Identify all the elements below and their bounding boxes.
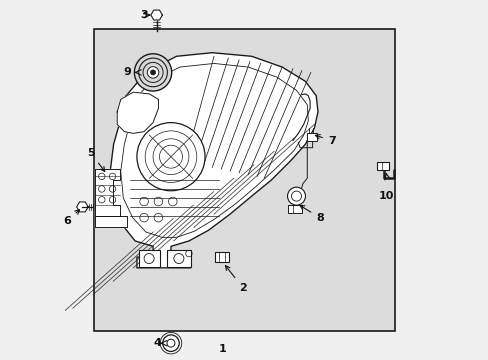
Polygon shape: [151, 10, 162, 20]
Polygon shape: [77, 202, 88, 212]
Bar: [287, 205, 301, 213]
Circle shape: [150, 70, 155, 75]
Text: 10: 10: [378, 191, 394, 201]
Text: 9: 9: [123, 67, 131, 77]
Bar: [139, 250, 159, 267]
Bar: [306, 133, 317, 140]
Polygon shape: [94, 169, 120, 216]
Text: 2: 2: [225, 266, 246, 293]
Polygon shape: [110, 53, 317, 268]
Text: 1: 1: [219, 343, 226, 354]
Bar: [94, 30, 394, 330]
Text: 5: 5: [87, 148, 104, 171]
Bar: [215, 252, 228, 262]
Circle shape: [287, 187, 305, 205]
Bar: [167, 250, 190, 267]
Circle shape: [137, 123, 204, 191]
Bar: [376, 162, 388, 170]
Text: 8: 8: [299, 206, 323, 222]
Circle shape: [147, 67, 159, 78]
Text: 3: 3: [140, 10, 147, 20]
Polygon shape: [94, 216, 126, 226]
Circle shape: [163, 335, 179, 351]
Polygon shape: [117, 92, 158, 134]
Text: 6: 6: [63, 210, 80, 226]
Circle shape: [134, 54, 171, 91]
Text: 4: 4: [153, 338, 161, 348]
Text: 7: 7: [315, 135, 335, 145]
